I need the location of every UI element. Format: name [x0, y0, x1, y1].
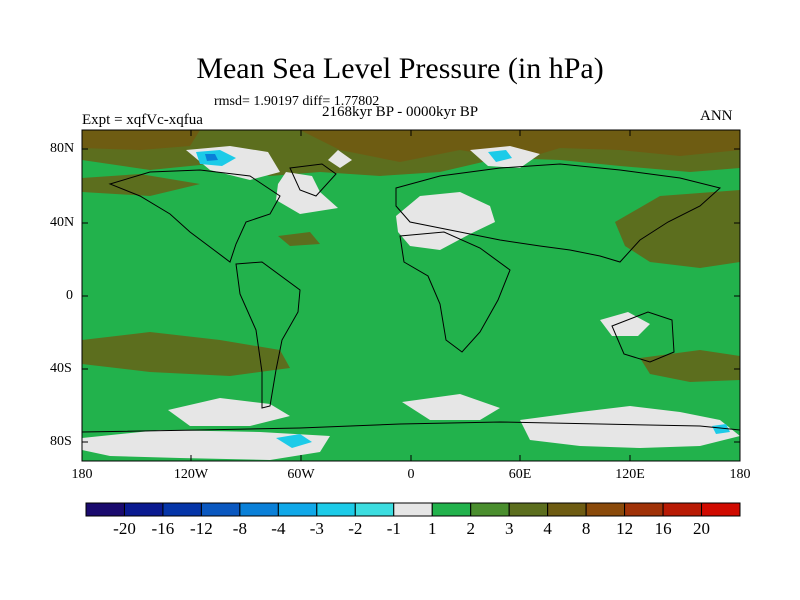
colorbar-label: -1 [386, 519, 401, 538]
region-natl-olive [278, 232, 320, 246]
region-arctic-brown-west [82, 130, 200, 150]
colorbar-label: -4 [271, 519, 286, 538]
colorbar-label: 1 [427, 519, 437, 538]
experiment-label: Expt = xqfVc-xqfua [82, 112, 203, 128]
colorbar-label: -12 [190, 519, 213, 538]
colorbar-label: -3 [309, 519, 324, 538]
colorbar-box [470, 502, 510, 517]
region-antarctic-cyan [276, 434, 312, 448]
colorbar-label: 4 [543, 519, 552, 538]
coast-antarctica [81, 421, 741, 433]
colorbar [85, 502, 741, 517]
colorbar-label: 20 [693, 519, 710, 538]
colorbar-box [85, 502, 125, 517]
coast-eurasia [395, 163, 722, 263]
region-arctic-blue [205, 154, 218, 161]
colorbar-box [624, 502, 664, 517]
colorbar-label: -20 [113, 519, 136, 538]
region-spac-olive [82, 332, 290, 376]
lon-ticks [190, 130, 631, 461]
colorbar-label: -2 [348, 519, 363, 538]
lon-label-120e: 120E [615, 467, 645, 482]
region-antarctic-white [82, 430, 330, 460]
map-title: Mean Sea Level Pressure (in hPa) [196, 52, 604, 85]
region-arctic-brown [300, 130, 740, 162]
colorbar-box [162, 502, 202, 517]
coast-africa [399, 231, 511, 353]
coast-greenland [289, 163, 337, 197]
colorbar-label: 16 [654, 519, 672, 538]
lat-label-80n: 80N [50, 141, 75, 156]
region-southern-white-mid [402, 394, 500, 420]
colorbar-box [123, 502, 164, 517]
region-npac-olive [82, 174, 200, 196]
period-label: 2168kyr BP - 0000kyr BP [321, 104, 479, 120]
region-mediterranean-white [396, 192, 495, 250]
region-antarctic-cyan-east [712, 424, 730, 434]
coast-south-america [235, 261, 301, 409]
colorbar-box [547, 502, 587, 517]
region-siberia-cyan [488, 150, 512, 162]
region-diamond-white [328, 150, 352, 168]
season-label: ANN [700, 108, 733, 124]
lon-label-60e: 60E [508, 467, 532, 482]
lat-label-0: 0 [66, 288, 73, 303]
colorbar-box [508, 502, 549, 517]
colorbar-box [239, 502, 279, 517]
colorbar-box [393, 502, 433, 517]
lat-label-80s: 80S [50, 434, 72, 449]
stats-label: rmsd= 1.90197 diff= 1.77802 [214, 94, 380, 109]
lon-label-180w: 180 [71, 467, 93, 482]
coastlines [81, 163, 741, 433]
lon-label-60w: 60W [287, 467, 315, 482]
coast-australia [611, 311, 675, 363]
colorbar-box [200, 502, 241, 517]
colorbar-label: 3 [504, 519, 514, 538]
region-nwpac-olive [615, 190, 740, 268]
region-southern-white-west [168, 398, 290, 426]
region-southern-white-east [520, 406, 740, 448]
colorbar-box [354, 502, 395, 517]
region-aus-olive [640, 350, 740, 382]
colorbar-box [585, 502, 626, 517]
lat-label-40n: 40N [50, 215, 75, 230]
colorbar-box [316, 502, 356, 517]
colorbar-label: -16 [151, 519, 175, 538]
colorbar-box [662, 502, 703, 517]
region-indian-white [600, 312, 650, 336]
lat-label-40s: 40S [50, 361, 72, 376]
lon-label-180e: 180 [729, 467, 751, 482]
colorbar-label: -8 [232, 519, 247, 538]
colorbar-box [277, 502, 318, 517]
colorbar-box [701, 502, 741, 517]
lat-ticks [82, 148, 740, 443]
lon-label-120w: 120W [173, 467, 209, 482]
colorbar-box [431, 502, 472, 517]
coast-north-america [108, 169, 281, 263]
colorbar-label: 12 [616, 519, 634, 538]
colorbar-label: 2 [466, 519, 475, 538]
lon-label-0: 0 [407, 467, 415, 482]
colorbar-label: 8 [581, 519, 591, 538]
